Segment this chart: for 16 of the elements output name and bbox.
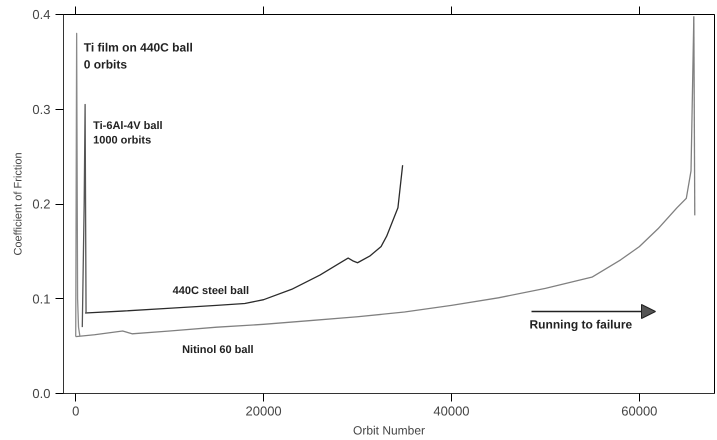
x-axis-title: Orbit Number — [352, 424, 426, 438]
series-label: Nitinol 60 ball — [182, 344, 254, 356]
y-tick-label: 0.2 — [32, 196, 51, 212]
x-tick-label: 60000 — [621, 404, 658, 418]
series-label: 440C steel ball — [172, 285, 250, 298]
y-tick-label: 0.1 — [32, 291, 51, 306]
annotation: Ti-6Al-4V ball 1000 orbits — [93, 120, 163, 147]
annotation: Running to failure — [530, 318, 632, 332]
x-tick-label: 0 — [72, 404, 80, 418]
y-tick-label: 0.3 — [32, 102, 51, 117]
y-tick-label: 0.4 — [32, 7, 51, 22]
y-tick-label: 0.0 — [32, 386, 51, 401]
x-tick-label: 20000 — [246, 404, 282, 418]
annotation: Ti film on 440C ball 0 orbits — [84, 40, 193, 72]
x-tick-label: 40000 — [433, 404, 470, 418]
y-axis-title: Coefficient of Friction — [12, 152, 24, 256]
